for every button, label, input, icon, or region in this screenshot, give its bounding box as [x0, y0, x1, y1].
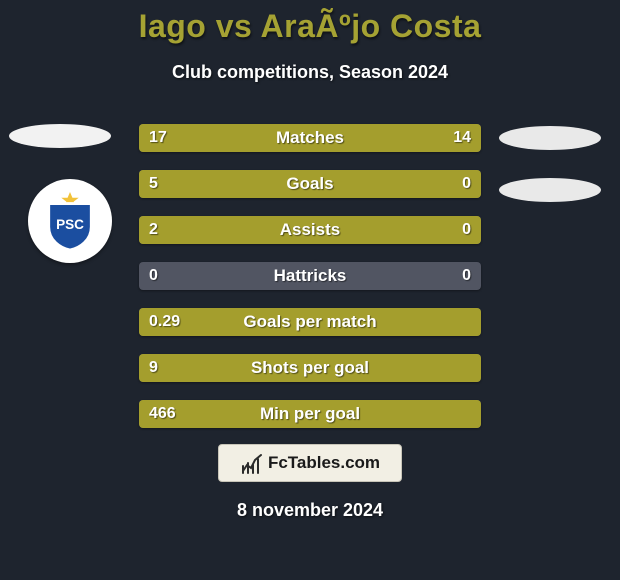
stat-bar-left [139, 400, 481, 428]
shield-icon: PSC [39, 190, 101, 252]
generated-date: 8 november 2024 [0, 500, 620, 521]
club-placeholder-right [499, 178, 601, 202]
stat-bar-left [139, 308, 481, 336]
stat-row: Hattricks0 0 [139, 262, 481, 290]
player-photo-placeholder-right [499, 126, 601, 150]
stat-value-left: 0 [149, 262, 158, 290]
stat-bar-right [326, 124, 481, 152]
svg-text:PSC: PSC [56, 217, 84, 232]
brand-text: FcTables.com [268, 453, 380, 473]
chart-trend-icon [240, 451, 264, 475]
stat-row: Goals50 [139, 170, 481, 198]
stat-bar-left [139, 354, 481, 382]
stat-row: Goals per match0.29 [139, 308, 481, 336]
comparison-bars: Matches1714 Goals50 Assists20 Hattricks0 0 Go… [139, 124, 481, 446]
stat-bar-right [406, 216, 481, 244]
stat-bar-left [139, 216, 406, 244]
stat-bar-left [139, 170, 406, 198]
stat-bar-right [406, 170, 481, 198]
page-subtitle: Club competitions, Season 2024 [0, 62, 620, 83]
stat-label: Hattricks [139, 262, 481, 290]
page-title: Iago vs AraÃºjo Costa [0, 8, 620, 45]
brand-badge: FcTables.com [218, 444, 402, 482]
stat-row: Matches1714 [139, 124, 481, 152]
player-photo-placeholder-left [9, 124, 111, 148]
stat-row: Shots per goal9 [139, 354, 481, 382]
stat-row: Min per goal466 [139, 400, 481, 428]
stat-row: Assists20 [139, 216, 481, 244]
club-badge-left: PSC [28, 179, 112, 263]
stat-value-right: 0 [462, 262, 471, 290]
stat-bar-left [139, 124, 326, 152]
